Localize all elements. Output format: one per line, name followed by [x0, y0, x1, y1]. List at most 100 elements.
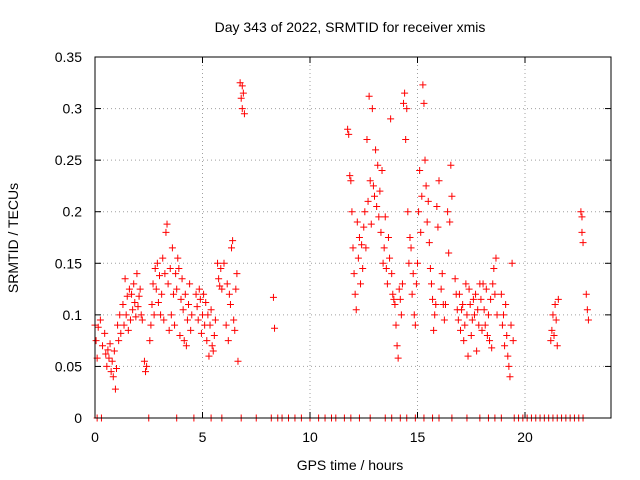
data-point: [500, 311, 507, 319]
data-point: [192, 290, 200, 298]
data-point: [387, 115, 395, 123]
data-point: [269, 293, 277, 301]
data-point: [501, 342, 509, 350]
data-point: [102, 350, 110, 358]
data-point: [143, 362, 151, 370]
data-point: [346, 172, 354, 180]
data-point: [407, 244, 415, 252]
data-point: [380, 244, 388, 252]
data-point: [207, 306, 215, 314]
data-point: [486, 337, 494, 345]
data-point: [211, 316, 219, 324]
data-point: [151, 264, 159, 272]
data-point: [171, 321, 179, 329]
data-point: [137, 311, 145, 319]
y-tick-label: 0.35: [55, 49, 82, 65]
data-point: [481, 321, 489, 329]
data-point: [179, 306, 187, 314]
data-point: [161, 270, 169, 278]
data-point: [434, 223, 442, 231]
data-point: [398, 280, 406, 288]
data-point: [158, 290, 166, 298]
data-point: [231, 326, 239, 334]
data-point: [410, 311, 418, 319]
data-point: [220, 259, 228, 267]
data-point: [422, 182, 430, 190]
data-point: [438, 270, 446, 278]
data-point: [404, 208, 412, 216]
data-point: [234, 357, 242, 365]
data-point: [238, 105, 246, 113]
data-point: [491, 290, 499, 298]
data-point: [423, 218, 431, 226]
data-point: [142, 368, 150, 376]
data-point: [552, 316, 560, 324]
data-point: [394, 354, 402, 362]
data-point: [194, 316, 202, 324]
data-points: [91, 79, 592, 422]
data-point: [159, 254, 167, 262]
data-point: [147, 321, 155, 329]
data-point: [165, 326, 173, 334]
data-point: [548, 326, 556, 334]
data-point: [547, 337, 555, 345]
data-point: [164, 280, 172, 288]
data-point: [578, 228, 586, 236]
data-point: [347, 177, 355, 185]
data-point: [465, 285, 473, 293]
data-point: [358, 241, 366, 249]
data-point: [412, 280, 420, 288]
y-tick-label: 0.2: [63, 204, 83, 220]
data-point: [148, 301, 156, 309]
data-point: [440, 316, 448, 324]
data-point: [351, 290, 359, 298]
data-point: [364, 197, 372, 205]
data-point: [441, 301, 449, 309]
data-point: [114, 321, 122, 329]
grid-layer: [95, 57, 611, 418]
data-point: [389, 290, 397, 298]
data-point: [172, 270, 180, 278]
data-point: [230, 316, 238, 324]
data-point: [368, 105, 376, 113]
data-point: [381, 213, 389, 221]
data-point: [437, 285, 445, 293]
data-point: [183, 316, 191, 324]
data-point: [393, 342, 401, 350]
data-point: [470, 311, 478, 319]
data-point: [458, 306, 466, 314]
data-point: [424, 197, 432, 205]
data-point: [503, 331, 511, 339]
data-point: [344, 125, 352, 133]
data-point: [488, 344, 496, 352]
data-point: [411, 321, 419, 329]
data-point: [454, 316, 462, 324]
data-point: [350, 270, 358, 278]
axis-ticks: 0 5 10 15 20 0 0.05 0.1 0.15 0.2 0.25 0.3 0.35: [55, 49, 611, 445]
data-point: [111, 385, 119, 393]
data-point: [431, 311, 439, 319]
chart-title: Day 343 of 2022, SRMTID for receiver xmi…: [215, 19, 486, 35]
data-point: [502, 301, 510, 309]
y-tick-label: 0: [74, 410, 82, 426]
data-point: [122, 311, 130, 319]
x-tick-label: 10: [302, 429, 318, 445]
data-point: [372, 146, 380, 154]
data-point: [553, 342, 561, 350]
data-point: [374, 161, 382, 169]
data-point: [132, 313, 140, 321]
data-point: [359, 264, 367, 272]
data-point: [115, 337, 123, 345]
data-point: [386, 254, 394, 262]
data-point: [408, 290, 416, 298]
data-point: [455, 290, 463, 298]
data-point: [473, 347, 481, 355]
data-point: [113, 364, 120, 372]
data-point: [352, 306, 360, 314]
data-point: [396, 295, 404, 303]
data-point: [583, 306, 591, 314]
data-point: [366, 177, 374, 185]
data-point: [224, 337, 232, 345]
data-point: [430, 326, 438, 334]
data-point: [239, 89, 247, 97]
